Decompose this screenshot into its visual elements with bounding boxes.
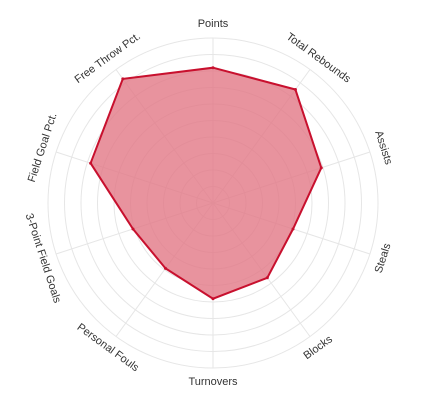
data-point-blocks xyxy=(265,276,269,280)
axis-label-turnovers: Turnovers xyxy=(188,376,238,388)
axis-label-personal-fouls: Personal Fouls xyxy=(75,321,142,374)
data-point-turnovers xyxy=(211,297,215,301)
series-area xyxy=(89,66,323,300)
data-point-personal-fouls xyxy=(163,266,167,270)
axis-label-field-goal-pct: Field Goal Pct. xyxy=(26,112,60,184)
axis-label-points: Points xyxy=(198,18,229,30)
data-point-free-throw-pct xyxy=(121,77,125,81)
radar-series xyxy=(89,66,323,301)
axis-label-assists: Assists xyxy=(372,129,394,166)
data-point-points xyxy=(211,66,215,70)
axis-label-total-rebounds: Total Rebounds xyxy=(284,31,353,86)
data-point-steals xyxy=(291,227,295,231)
data-point-total-rebounds xyxy=(293,88,297,92)
data-point-assists xyxy=(319,166,323,170)
axis-label-blocks: Blocks xyxy=(302,333,336,362)
axis-label-steals: Steals xyxy=(373,241,394,274)
data-point-3-point-field-goals xyxy=(131,227,135,231)
data-point-field-goal-pct xyxy=(89,161,93,165)
